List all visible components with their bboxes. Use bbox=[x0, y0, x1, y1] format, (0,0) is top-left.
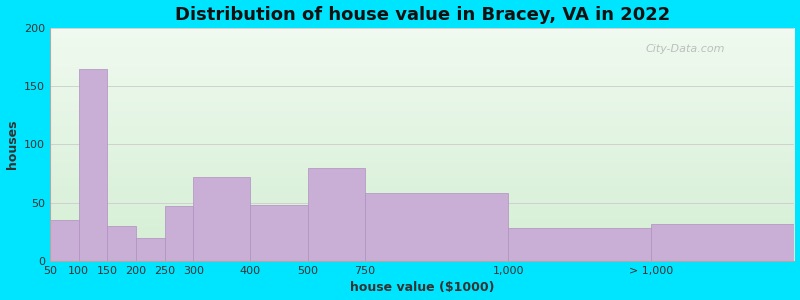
Bar bbox=[78, 69, 107, 261]
Bar bbox=[308, 168, 365, 261]
Y-axis label: houses: houses bbox=[6, 120, 18, 169]
Bar bbox=[107, 226, 136, 261]
Bar bbox=[165, 206, 194, 261]
Title: Distribution of house value in Bracey, VA in 2022: Distribution of house value in Bracey, V… bbox=[174, 6, 670, 24]
X-axis label: house value ($1000): house value ($1000) bbox=[350, 281, 494, 294]
Bar bbox=[136, 238, 165, 261]
Bar bbox=[250, 205, 308, 261]
Bar bbox=[194, 177, 250, 261]
Bar bbox=[651, 224, 794, 261]
Bar bbox=[50, 220, 78, 261]
Text: City-Data.com: City-Data.com bbox=[646, 44, 725, 54]
Bar bbox=[365, 194, 508, 261]
Bar bbox=[508, 228, 651, 261]
